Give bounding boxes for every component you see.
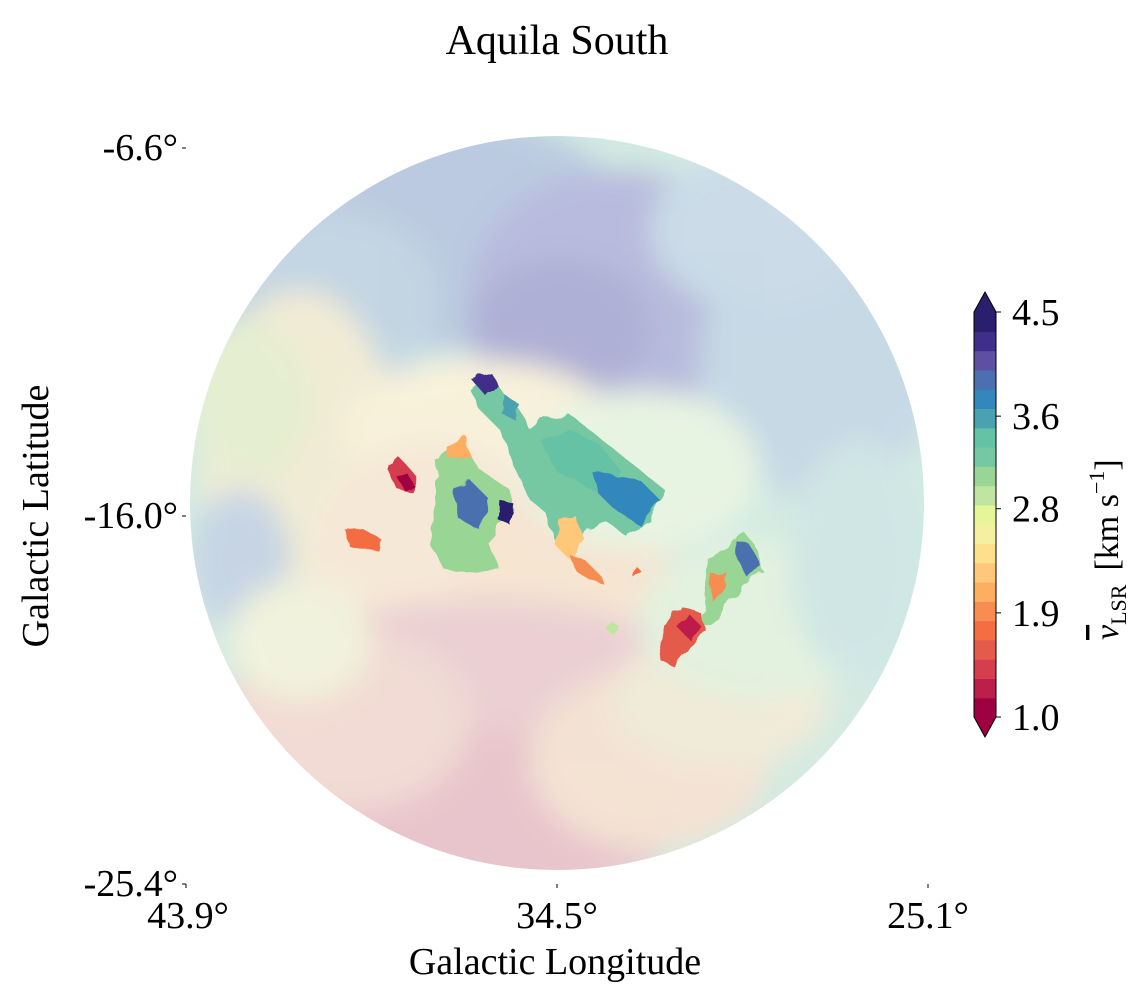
colorbar-level: [974, 505, 996, 525]
colorbar-level: [974, 486, 996, 506]
colorbar-label-subscript: LSR: [1106, 584, 1131, 625]
colorbar-level: [974, 582, 996, 602]
background-patch: [230, 580, 370, 700]
colorbar-tick-label: 1.9: [1012, 593, 1060, 635]
colorbar-level: [974, 698, 996, 718]
background-patch: [650, 150, 870, 310]
colorbar-tick-label: 3.6: [1012, 396, 1060, 438]
colorbar-label-exponent: −1: [1084, 471, 1109, 494]
colorbar: 1.0 1.9 2.8 3.6 4.5: [974, 292, 1060, 739]
y-tick-label: -16.0°: [84, 495, 178, 537]
colorbar-level: [974, 621, 996, 641]
colorbar-tick-label: 1.0: [1012, 697, 1060, 739]
y-tick-label: -6.6°: [103, 127, 178, 169]
colorbar-label-symbol: v: [1089, 624, 1126, 640]
colorbar-label-units: [km s: [1089, 494, 1126, 571]
colorbar-extend-max: [974, 292, 996, 312]
y-tick-label: -25.4°: [84, 863, 178, 905]
chart-title: Aquila South: [446, 18, 669, 64]
colorbar-level: [974, 312, 996, 332]
colorbar-level: [974, 543, 996, 563]
colorbar-level: [974, 563, 996, 583]
colorbar-level: [974, 428, 996, 448]
colorbar-level: [974, 331, 996, 351]
colorbar-level: [974, 447, 996, 467]
background-patch: [790, 440, 930, 680]
colorbar-level: [974, 640, 996, 660]
colorbar-level: [974, 351, 996, 371]
colorbar-tick-label: 4.5: [1012, 292, 1060, 334]
colorbar-label-close: ]: [1089, 459, 1126, 470]
colorbar-level: [974, 466, 996, 486]
colorbar-label: vLSR [km s−1]: [1084, 459, 1131, 640]
background-patch: [190, 320, 310, 480]
colorbar-level: [974, 601, 996, 621]
colorbar-level: [974, 370, 996, 390]
x-tick-label: 34.5°: [516, 895, 598, 937]
x-axis-label: Galactic Longitude: [409, 941, 701, 983]
colorbar-level: [974, 389, 996, 409]
colorbar-tick-label: 2.8: [1012, 489, 1060, 531]
y-axis-label: Galactic Latitude: [15, 385, 57, 648]
x-tick-label: 25.1°: [887, 895, 969, 937]
colorbar-level: [974, 659, 996, 679]
colorbar-level: [974, 678, 996, 698]
colorbar-extend-min: [974, 717, 996, 737]
colorbar-level: [974, 408, 996, 428]
colorbar-level: [974, 524, 996, 544]
